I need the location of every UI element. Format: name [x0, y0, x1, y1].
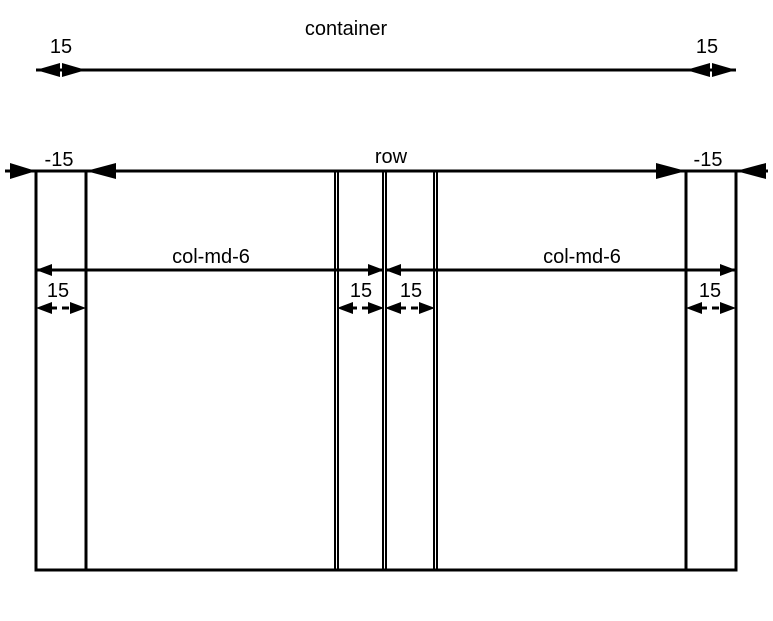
column-1-right-padding-value: 15	[350, 280, 372, 302]
container-right-outer-arrow	[712, 63, 736, 77]
container-label: container	[305, 18, 388, 40]
column-1-right-padding-arrow-b	[368, 302, 384, 314]
column-1-left-arrow	[36, 264, 52, 276]
column-1-right-padding-arrow-a	[337, 302, 353, 314]
column-2-right-arrow	[720, 264, 736, 276]
row-right-value: -15	[694, 149, 723, 171]
column-2-left-padding-value: 15	[400, 280, 422, 302]
column-1-label: col-md-6	[172, 246, 250, 268]
column-1-left-padding-arrow-b	[70, 302, 86, 314]
column-2-left-arrow	[385, 264, 401, 276]
column-2-right-padding-arrow-a	[686, 302, 702, 314]
row-label: row	[375, 146, 408, 168]
column-1-left-padding-value: 15	[47, 280, 69, 302]
grid-box	[34, 169, 738, 572]
row-left-outer-arrow	[10, 163, 36, 179]
container-left-inner-arrow	[62, 63, 86, 77]
row-left-value: -15	[45, 149, 74, 171]
column-2-left-padding-arrow-a	[385, 302, 401, 314]
container-left-outer-arrow	[36, 63, 60, 77]
container-dimension: container 15 15	[36, 18, 736, 77]
column-1: col-md-6 15 15	[36, 246, 384, 314]
column-2-left-padding-arrow-b	[419, 302, 435, 314]
column-2-right-padding-arrow-b	[720, 302, 736, 314]
column-1-right-arrow	[368, 264, 384, 276]
container-left-value: 15	[50, 36, 72, 58]
container-right-value: 15	[696, 36, 718, 58]
column-2-right-padding-value: 15	[699, 280, 721, 302]
container-right-inner-arrow	[686, 63, 710, 77]
column-2-label: col-md-6	[543, 246, 621, 268]
column-1-left-padding-arrow-a	[36, 302, 52, 314]
column-2: col-md-6 15 15	[385, 246, 736, 314]
row-right-outer-arrow	[736, 163, 766, 179]
